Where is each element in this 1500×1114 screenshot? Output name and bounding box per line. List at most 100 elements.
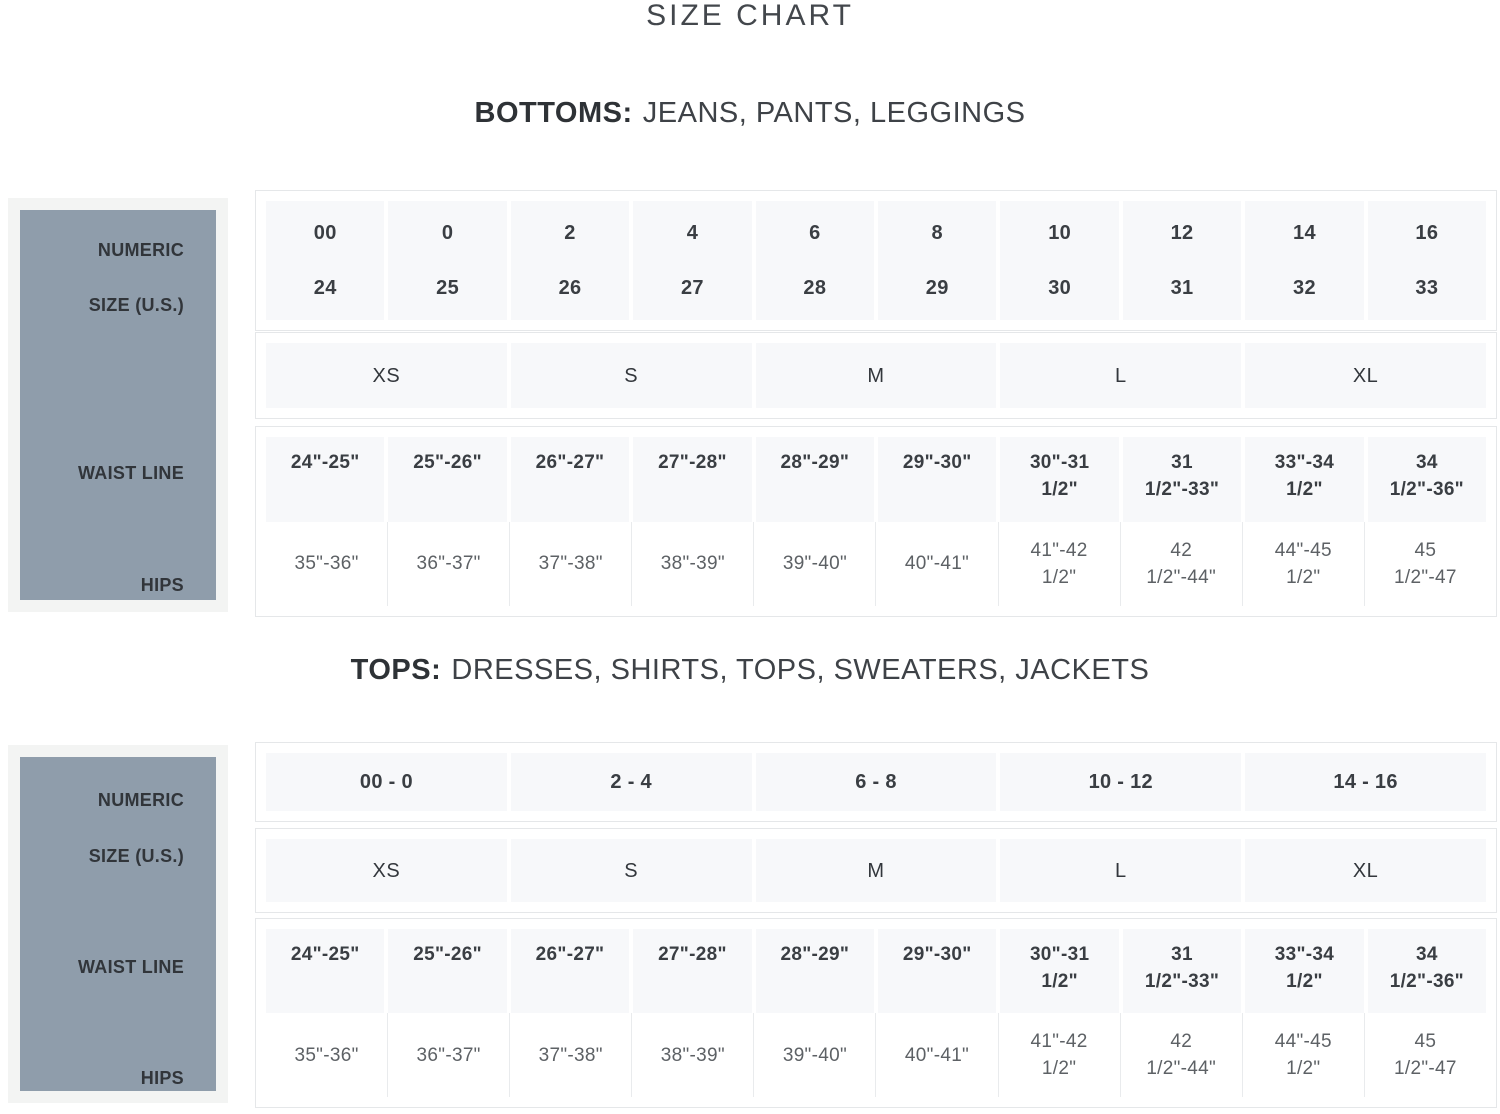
- tops-sidebar-panel: NUMERIC SIZE (U.S.) WAIST LINE HIPS: [20, 757, 216, 1091]
- tops-sidebar: NUMERIC SIZE (U.S.) WAIST LINE HIPS: [8, 745, 228, 1103]
- hips-cell: 45 1/2"-47: [1364, 1013, 1486, 1097]
- hips-cell: 42 1/2"-44": [1120, 1013, 1243, 1097]
- tops-heading-label: TOPS:: [350, 654, 442, 686]
- letter-size-cell: S: [510, 839, 752, 902]
- waist-cell: 25"-26": [388, 929, 507, 1013]
- letter-size-cell: XS: [266, 839, 507, 902]
- numeric-size: 16: [1415, 222, 1439, 244]
- hips-cell: 35"-36": [266, 1013, 389, 1097]
- waist-cell: 33"-34 1/2": [1245, 929, 1364, 1013]
- size-cell: 00 - 0: [266, 753, 507, 811]
- page-title: SIZE CHART: [646, 0, 854, 32]
- hips-cell: 35"-36": [266, 521, 389, 606]
- tops-label-hips: HIPS: [140, 1068, 184, 1088]
- bottoms-measurements-table: 24"-25" 25"-26" 26"-27" 27"-28" 28"-29" …: [255, 426, 1497, 617]
- letter-size-cell: XS: [266, 343, 507, 408]
- waist-cell: 24"-25": [266, 929, 385, 1013]
- waist-cell: 27"-28": [633, 437, 752, 522]
- hips-cell: 36"-37": [388, 1013, 511, 1097]
- jean-size: 32: [1293, 277, 1316, 299]
- hips-cell: 40"-41": [876, 1013, 999, 1097]
- tops-heading: TOPS: DRESSES, SHIRTS, TOPS, SWEATERS, JA…: [0, 653, 1500, 687]
- hips-cell: 38"-39": [632, 521, 755, 606]
- jean-size: 25: [436, 277, 460, 299]
- numeric-size: 14: [1293, 222, 1316, 244]
- numeric-size: 12: [1170, 222, 1194, 244]
- waist-cell: 29"-30": [878, 929, 997, 1013]
- hips-cell: 44"-45 1/2": [1242, 1013, 1365, 1097]
- size-cell: 16 33: [1367, 201, 1487, 320]
- waist-cell: 25"-26": [388, 437, 507, 522]
- jean-size: 29: [925, 277, 949, 299]
- numeric-size: 4: [686, 222, 699, 244]
- hips-cell: 39"-40": [754, 1013, 877, 1097]
- waist-cell: 24"-25": [266, 437, 385, 522]
- bottoms-label-size-us: SIZE (U.S.): [88, 295, 184, 315]
- tops-numeric-size-row: 00 - 0 2 - 4 6 - 8 10 - 12 14 - 16: [255, 742, 1497, 822]
- letter-size-cell: S: [510, 343, 752, 408]
- waist-cell: 28"-29": [755, 929, 875, 1013]
- tops-heading-items: DRESSES, SHIRTS, TOPS, SWEATERS, JACKETS: [451, 654, 1150, 686]
- bottoms-sidebar-panel: NUMERIC SIZE (U.S.) WAIST LINE HIPS: [20, 210, 216, 600]
- tops-label-numeric: NUMERIC: [97, 790, 184, 810]
- numeric-size: 10: [1048, 222, 1072, 244]
- tops-label-waist-line: WAIST LINE: [78, 957, 184, 977]
- hips-cell: 41"-42 1/2": [998, 521, 1121, 606]
- jean-size: 33: [1415, 277, 1439, 299]
- waist-cell: 26"-27": [510, 929, 630, 1013]
- tops-hips-row: 35"-36" 36"-37" 37"-38" 38"-39" 39"-40" …: [266, 1013, 1486, 1097]
- jean-size: 27: [680, 277, 704, 299]
- waist-cell: 28"-29": [755, 437, 875, 522]
- numeric-size: 00: [313, 222, 337, 244]
- size-cell: 2 - 4: [510, 753, 752, 811]
- hips-cell: 42 1/2"-44": [1120, 521, 1243, 606]
- hips-cell: 37"-38": [510, 521, 633, 606]
- hips-cell: 44"-45 1/2": [1242, 521, 1365, 606]
- bottoms-label-numeric: NUMERIC: [97, 240, 184, 260]
- waist-cell: 26"-27": [510, 437, 630, 522]
- tops-waist-row: 24"-25" 25"-26" 26"-27" 27"-28" 28"-29" …: [266, 929, 1487, 1013]
- bottoms-hips-row: 35"-36" 36"-37" 37"-38" 38"-39" 39"-40" …: [266, 521, 1486, 606]
- bottoms-numeric-size-row: 00 24 0 25 2 26 4 27 6 28 8 29 10 30 12 31 14 32 …: [255, 190, 1497, 331]
- letter-size-cell: XL: [1245, 343, 1486, 408]
- waist-cell: 29"-30": [878, 437, 997, 522]
- size-cell: 12 31: [1122, 201, 1242, 320]
- bottoms-heading-items: JEANS, PANTS, LEGGINGS: [642, 97, 1026, 129]
- waist-cell: 27"-28": [633, 929, 752, 1013]
- tops-label-size-us: SIZE (U.S.): [88, 846, 184, 866]
- waist-cell: 34 1/2"-36": [1367, 437, 1487, 522]
- size-cell: 6 - 8: [755, 753, 997, 811]
- bottoms-waist-row: 24"-25" 25"-26" 26"-27" 27"-28" 28"-29" …: [266, 437, 1487, 522]
- jean-size: 31: [1170, 277, 1194, 299]
- tops-letter-size-row: XS S M L XL: [255, 828, 1497, 913]
- size-cell: 14 32: [1245, 201, 1364, 320]
- waist-cell: 33"-34 1/2": [1245, 437, 1364, 522]
- hips-cell: 38"-39": [632, 1013, 755, 1097]
- bottoms-sidebar: NUMERIC SIZE (U.S.) WAIST LINE HIPS: [8, 198, 228, 612]
- size-cell: 0 25: [388, 201, 507, 320]
- bottoms-heading-label: BOTTOMS:: [474, 97, 633, 129]
- size-cell: 6 28: [755, 201, 875, 320]
- hips-cell: 45 1/2"-47: [1364, 521, 1486, 606]
- numeric-size: 0: [441, 222, 454, 244]
- size-cell: 00 24: [266, 201, 385, 320]
- jean-size: 28: [803, 277, 827, 299]
- hips-cell: 41"-42 1/2": [998, 1013, 1121, 1097]
- waist-cell: 34 1/2"-36": [1367, 929, 1487, 1013]
- numeric-size: 8: [931, 222, 943, 244]
- waist-cell: 30"-31 1/2": [1000, 437, 1119, 522]
- size-cell: 8 29: [878, 201, 997, 320]
- letter-size-cell: M: [755, 343, 997, 408]
- letter-size-cell: M: [755, 839, 997, 902]
- waist-cell: 30"-31 1/2": [1000, 929, 1119, 1013]
- jean-size: 24: [313, 277, 337, 299]
- bottoms-letter-size-row: XS S M L XL: [255, 332, 1497, 419]
- hips-cell: 40"-41": [876, 521, 999, 606]
- size-cell: 10 - 12: [1000, 753, 1242, 811]
- size-cell: 10 30: [1000, 201, 1119, 320]
- letter-size-cell: L: [1000, 839, 1242, 902]
- hips-cell: 39"-40": [754, 521, 877, 606]
- tops-measurements-table: 24"-25" 25"-26" 26"-27" 27"-28" 28"-29" …: [255, 918, 1497, 1108]
- hips-cell: 37"-38": [510, 1013, 633, 1097]
